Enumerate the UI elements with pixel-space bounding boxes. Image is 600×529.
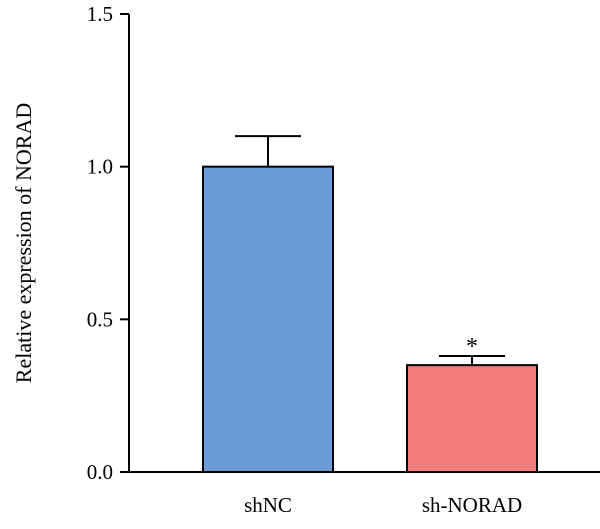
y-axis-title-group: Relative expression of NORAD — [11, 103, 36, 383]
bar-shnc — [202, 165, 334, 474]
y-tick-label: 1.0 — [87, 155, 113, 179]
significance-asterisk: * — [466, 334, 478, 360]
bars: * — [202, 135, 538, 474]
x-category-labels: shNC sh-NORAD — [244, 493, 522, 517]
y-tick-label: 0.5 — [87, 307, 113, 331]
x-category-label: shNC — [244, 493, 292, 517]
x-category-label: sh-NORAD — [422, 493, 522, 517]
y-axis-title: Relative expression of NORAD — [11, 103, 36, 383]
y-tick-label: 0.0 — [87, 460, 113, 484]
y-ticks: 0.0 0.5 1.0 1.5 — [87, 2, 129, 484]
y-tick-label: 1.5 — [87, 2, 113, 26]
bar-sh-norad — [406, 364, 538, 473]
